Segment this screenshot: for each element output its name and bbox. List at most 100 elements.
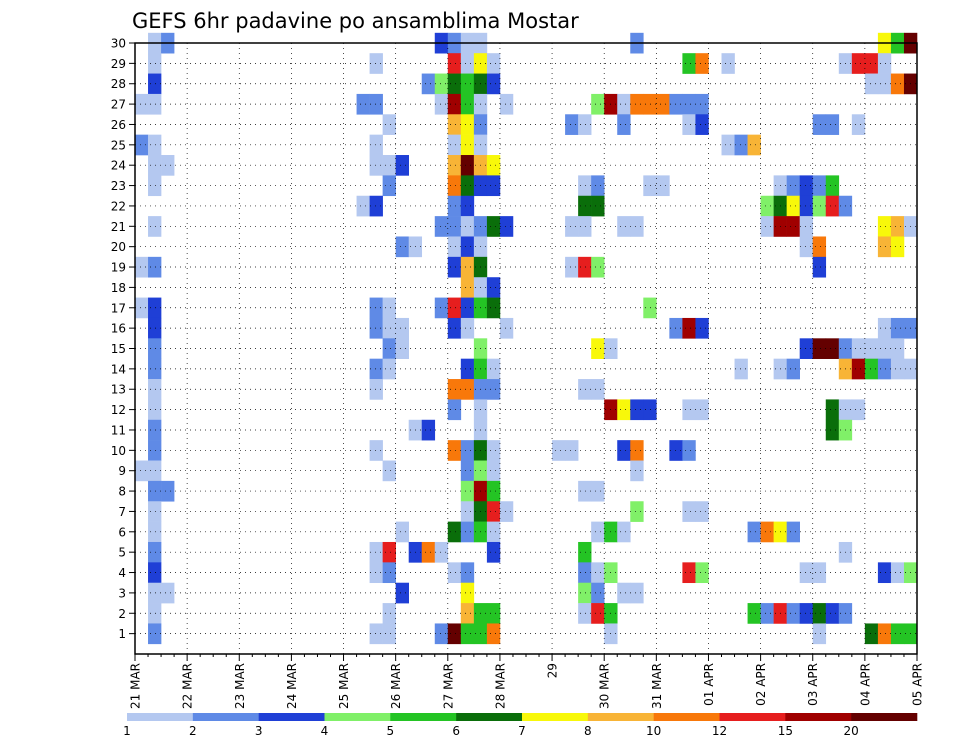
- heatmap-cell: [369, 195, 383, 217]
- y-tick-label: 12: [111, 403, 126, 417]
- heatmap-cell: [578, 114, 592, 135]
- colorbar-label: 20: [844, 724, 859, 738]
- heatmap-cell: [864, 53, 879, 74]
- heatmap-cell: [643, 399, 657, 421]
- colorbar: 1 2 3 4 5 6 7 8 10 12 15 20: [123, 713, 918, 738]
- heatmap-cell: [591, 480, 605, 502]
- heatmap-cell: [630, 399, 644, 421]
- heatmap-cell: [682, 114, 696, 135]
- heatmap-cell: [382, 297, 396, 319]
- heatmap-cell: [864, 358, 879, 380]
- heatmap-cell: [786, 521, 800, 543]
- heatmap-cell: [460, 317, 475, 339]
- heatmap-cell: [786, 358, 800, 380]
- y-tick-label: 16: [111, 322, 126, 336]
- heatmap-cell: [617, 440, 631, 461]
- heatmap-cell: [447, 93, 462, 115]
- heatmap-cell: [135, 256, 149, 278]
- heatmap-cell: [460, 175, 475, 197]
- heatmap-cell: [486, 297, 501, 319]
- heatmap-cell: [161, 582, 175, 604]
- heatmap-cell: [447, 175, 462, 197]
- heatmap-cell: [486, 623, 501, 645]
- colorbar-label: 1: [123, 724, 131, 738]
- heatmap-cell: [460, 195, 475, 217]
- x-tick-label: 31 MAR: [650, 663, 664, 709]
- heatmap-cell: [460, 134, 475, 156]
- heatmap-cell: [161, 480, 175, 502]
- heatmap-cell: [369, 358, 383, 380]
- y-tick-label: 14: [111, 362, 126, 376]
- colorbar-swatch: [192, 713, 259, 721]
- y-tick-label: 6: [118, 525, 126, 539]
- heatmap-cell: [148, 93, 162, 115]
- heatmap-cell: [148, 501, 162, 522]
- heatmap-cell: [630, 501, 644, 522]
- heatmap-cell: [148, 379, 162, 400]
- heatmap-cell: [643, 297, 657, 319]
- heatmap-cell: [812, 175, 827, 197]
- heatmap-cell: [395, 236, 409, 258]
- heatmap-cell: [643, 175, 657, 197]
- heatmap-cell: [486, 460, 501, 482]
- y-tick-label: 23: [111, 179, 126, 193]
- heatmap-cell: [656, 175, 670, 197]
- colorbar-label: 8: [584, 724, 592, 738]
- heatmap-cell: [460, 521, 475, 543]
- x-tick-label: 04 APR: [858, 663, 872, 706]
- heatmap-cell: [395, 155, 409, 176]
- heatmap-cell: [369, 155, 383, 176]
- heatmap-cell: [421, 541, 436, 563]
- heatmap-cell: [148, 73, 162, 95]
- heatmap-cell: [460, 440, 475, 461]
- heatmap-cell: [890, 623, 905, 645]
- heatmap-cell: [434, 297, 449, 319]
- colorbar-swatch: [719, 713, 786, 721]
- colorbar-label: 7: [518, 724, 526, 738]
- heatmap-cell: [565, 114, 579, 135]
- heatmap-cell: [669, 93, 683, 115]
- heatmap-cell: [148, 623, 162, 645]
- colorbar-swatch: [127, 713, 194, 721]
- y-tick-label: 20: [111, 240, 126, 254]
- heatmap-cell: [148, 338, 162, 359]
- heatmap-cell: [369, 541, 383, 563]
- heatmap-cell: [682, 399, 696, 421]
- heatmap-cell: [591, 338, 605, 359]
- heatmap-cell: [591, 93, 605, 115]
- heatmap-cell: [369, 440, 383, 461]
- heatmap-cell: [148, 358, 162, 380]
- heatmap-cell: [460, 297, 475, 319]
- heatmap-cell: [460, 53, 475, 74]
- heatmap-cell: [617, 216, 631, 237]
- heatmap-cell: [825, 195, 840, 217]
- heatmap-cell: [851, 53, 866, 74]
- heatmap-cell: [369, 379, 383, 400]
- heatmap-cell: [148, 175, 162, 197]
- heatmap-cell: [591, 195, 605, 217]
- heatmap-cell: [447, 195, 462, 217]
- y-tick-label: 21: [111, 220, 126, 234]
- heatmap-cell: [447, 73, 462, 95]
- heatmap-cell: [499, 317, 514, 339]
- y-tick-label: 22: [111, 199, 126, 213]
- heatmap-cell: [734, 358, 748, 380]
- x-tick-label: 30 MAR: [598, 663, 612, 709]
- heatmap-cell: [578, 379, 592, 400]
- heatmap-cell: [578, 216, 592, 237]
- heatmap-cell: [877, 562, 892, 584]
- heatmap-cell: [447, 216, 462, 237]
- heatmap-cell: [565, 440, 579, 461]
- heatmap-cell: [877, 338, 892, 359]
- heatmap-cell: [460, 501, 475, 522]
- heatmap-cell: [591, 603, 605, 624]
- heatmap-cell: [617, 114, 631, 135]
- heatmap-cell: [395, 317, 409, 339]
- heatmap-cell: [864, 73, 879, 95]
- heatmap-cell: [486, 501, 501, 522]
- y-tick-label: 2: [118, 607, 126, 621]
- heatmap-cell: [460, 73, 475, 95]
- x-tick-label: 21 MAR: [129, 663, 143, 709]
- heatmap-cell: [591, 379, 605, 400]
